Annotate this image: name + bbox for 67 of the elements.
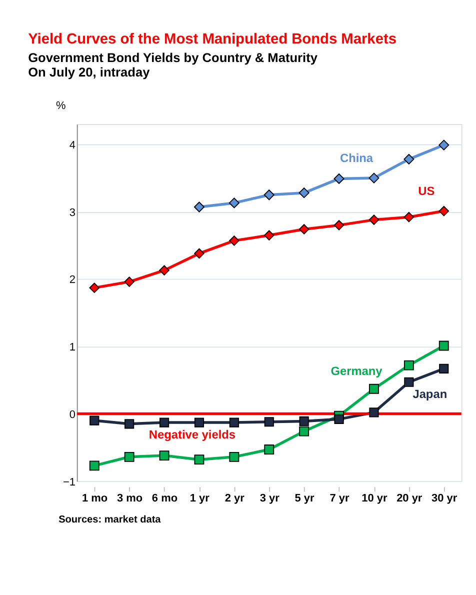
point — [299, 416, 309, 426]
point — [369, 384, 379, 394]
point — [159, 418, 170, 428]
series-label: China — [340, 150, 374, 165]
chart-subtitle: Government Bond Yields by Country & Maturity — [28, 50, 318, 65]
y-tick-label: 3 — [69, 206, 76, 219]
point — [90, 416, 100, 426]
point — [228, 198, 240, 208]
point — [159, 265, 170, 276]
source-note: Sources: market data — [58, 514, 162, 526]
y-tick-label: 2 — [69, 274, 76, 286]
point — [229, 236, 240, 246]
point — [404, 360, 414, 370]
point — [264, 190, 274, 200]
point — [438, 140, 450, 150]
chart-title: Yield Curves of the Most Manipulated Bonds Markets — [28, 32, 396, 48]
point — [334, 414, 344, 424]
point — [439, 364, 449, 374]
point — [229, 452, 240, 462]
point — [124, 419, 134, 429]
point — [368, 214, 380, 225]
point — [159, 450, 170, 461]
point — [89, 460, 100, 471]
point — [194, 418, 204, 428]
point — [194, 454, 204, 465]
point — [264, 230, 274, 240]
y-tick-label: −1 — [63, 476, 76, 488]
point — [89, 282, 100, 293]
x-tick-label: 1 yr — [190, 492, 210, 505]
series-label: Germany — [330, 364, 383, 378]
point — [369, 408, 379, 418]
y-tick-label: 4 — [69, 139, 76, 152]
point — [404, 154, 414, 164]
series-label: US — [418, 184, 435, 198]
x-tick-label: 3 yr — [260, 492, 280, 505]
point — [229, 418, 239, 428]
x-tick-label: 30 yr — [432, 492, 458, 505]
y-tick-label: 0 — [69, 408, 76, 421]
point — [334, 173, 344, 184]
point — [438, 206, 449, 216]
x-tick-label: 6 mo — [152, 492, 178, 505]
point — [194, 202, 204, 212]
series-label: Japan — [412, 386, 448, 401]
x-tick-label: 2 yr — [224, 492, 246, 505]
point — [299, 426, 310, 436]
annotation: Negative yields — [148, 427, 236, 442]
x-tick-label: 10 yr — [362, 492, 388, 505]
x-tick-label: 7 yr — [330, 492, 350, 505]
point — [438, 340, 449, 351]
x-tick-label: 1 mo — [82, 492, 108, 505]
x-tick-label: 20 yr — [396, 492, 423, 505]
point — [194, 248, 204, 259]
point — [264, 444, 274, 454]
point — [298, 224, 310, 234]
text: On July 20, intraday — [28, 64, 151, 80]
point — [334, 220, 344, 230]
point — [404, 377, 414, 387]
point — [124, 276, 134, 287]
point — [264, 417, 274, 427]
point — [404, 212, 414, 222]
point — [124, 452, 134, 462]
x-tick-label: 3 mo — [116, 492, 143, 505]
point — [368, 172, 380, 184]
x-tick-label: 5 yr — [294, 492, 316, 505]
y-axis-title: % — [56, 100, 66, 112]
point — [298, 188, 310, 198]
y-tick-label: 1 — [69, 342, 76, 354]
